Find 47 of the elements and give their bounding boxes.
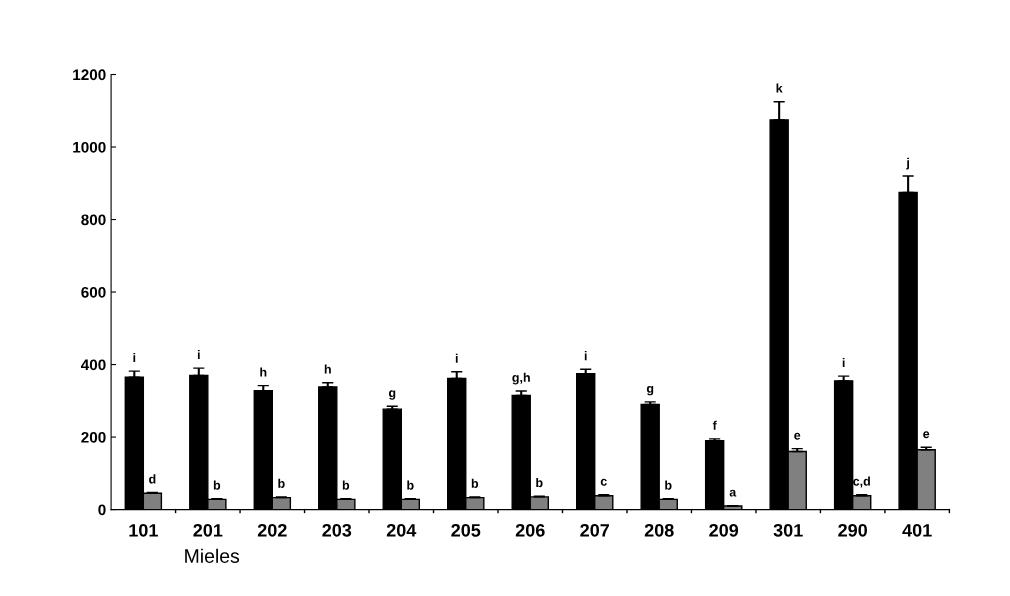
data-label: b bbox=[342, 480, 350, 490]
x-tick-label: 202 bbox=[257, 523, 287, 537]
data-label: d bbox=[149, 474, 156, 484]
x-tick-label: 203 bbox=[322, 523, 352, 537]
data-label: i bbox=[842, 357, 845, 368]
data-label: i bbox=[455, 353, 458, 363]
y-tick-label: 200 bbox=[81, 431, 106, 443]
y-tick-label: 0 bbox=[98, 504, 106, 516]
data-label: g bbox=[646, 385, 654, 396]
data-label: a bbox=[729, 489, 737, 497]
y-tick-label: 1200 bbox=[73, 69, 106, 81]
data-label: c,d bbox=[853, 476, 870, 488]
data-label: b bbox=[278, 478, 285, 488]
x-tick-label: 204 bbox=[386, 523, 417, 537]
x-tick-label: 401 bbox=[902, 523, 932, 537]
data-label: i bbox=[133, 352, 136, 362]
data-label: b bbox=[407, 480, 414, 490]
data-label: b bbox=[665, 480, 672, 490]
data-label: f bbox=[712, 420, 717, 430]
data-label: e bbox=[923, 431, 930, 439]
data-label: i bbox=[584, 351, 587, 361]
x-tick-label: 207 bbox=[580, 523, 609, 537]
data-label: e bbox=[794, 432, 801, 440]
data-label: g,h bbox=[512, 372, 530, 385]
y-tick-label: 400 bbox=[80, 359, 106, 371]
data-label: i bbox=[197, 350, 200, 360]
data-label: b bbox=[471, 478, 479, 488]
y-tick-label: 800 bbox=[81, 214, 106, 226]
data-label: j bbox=[906, 157, 909, 170]
data-label: b bbox=[536, 477, 543, 488]
y-tick-label: 600 bbox=[81, 286, 106, 298]
data-label: k bbox=[776, 83, 783, 93]
data-label: b bbox=[213, 480, 221, 490]
data-label: h bbox=[324, 364, 331, 374]
y-tick-label: 1000 bbox=[73, 141, 106, 153]
x-axis-title: Mieles bbox=[185, 548, 240, 563]
x-tick-label: 205 bbox=[451, 523, 481, 537]
x-tick-label: 290 bbox=[838, 523, 867, 537]
data-label: g bbox=[388, 390, 396, 400]
x-tick-label: 101 bbox=[129, 523, 158, 537]
x-tick-label: 208 bbox=[644, 523, 674, 537]
x-tick-label: 206 bbox=[515, 523, 545, 537]
x-tick-label: 301 bbox=[773, 523, 803, 537]
x-tick-label: 201 bbox=[193, 523, 223, 537]
data-label: c bbox=[600, 478, 607, 486]
data-label: h bbox=[260, 367, 267, 377]
x-tick-label: 209 bbox=[709, 523, 739, 537]
